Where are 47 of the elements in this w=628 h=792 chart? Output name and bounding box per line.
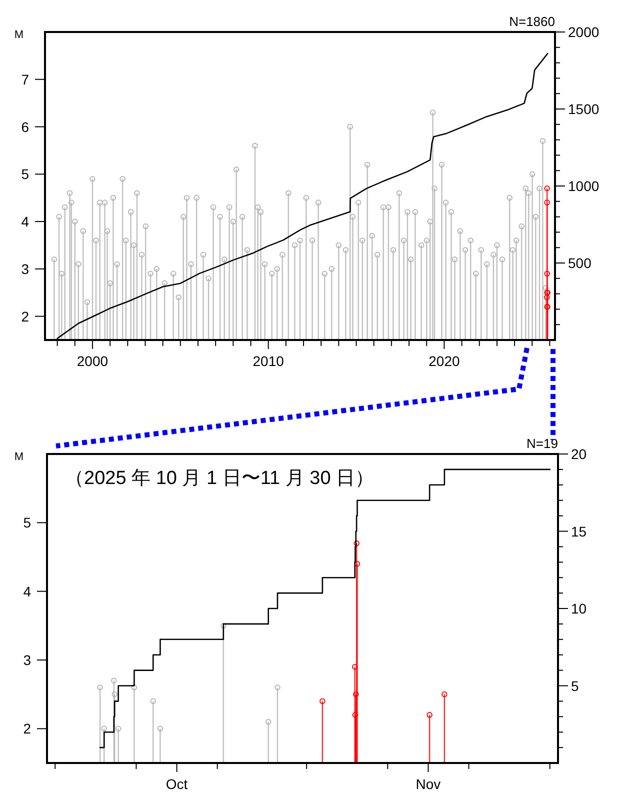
y-tick-label: 5 <box>21 166 30 182</box>
point <box>265 718 272 725</box>
y-tick-label: 2 <box>23 720 32 737</box>
y2-tick-label: 15 <box>571 523 587 540</box>
y-tick-label: 5 <box>23 514 32 531</box>
x-tick-label: 2020 <box>428 353 460 369</box>
point <box>101 726 108 732</box>
point <box>353 691 359 698</box>
point <box>426 712 432 718</box>
point <box>352 712 358 718</box>
point <box>352 664 358 670</box>
x-tick-label: Nov <box>416 776 441 792</box>
y2-tick-label: 20 <box>571 446 587 462</box>
point <box>115 726 122 732</box>
y-tick-label: 4 <box>21 214 30 230</box>
point <box>320 698 326 704</box>
point <box>150 698 156 704</box>
y-axis-title: M <box>14 451 24 463</box>
point <box>157 726 164 732</box>
y-tick-label: 3 <box>23 652 32 668</box>
annotation: （2025 年 10 月 1 日〜11 月 30 日） <box>65 468 374 489</box>
x-tick-label: 2010 <box>252 353 284 369</box>
y-axis-title: M <box>14 29 24 41</box>
point <box>354 560 360 567</box>
point <box>274 684 280 690</box>
point <box>131 684 138 690</box>
y2-tick-label: 2000 <box>568 24 600 40</box>
point <box>111 678 117 684</box>
y2-tick-label: 1500 <box>568 101 600 117</box>
y-tick-label: 3 <box>21 260 30 277</box>
y2-tick-label: 10 <box>571 600 587 616</box>
y-tick-label: 7 <box>21 71 30 88</box>
point <box>97 684 103 690</box>
text: N=1860 <box>509 14 555 29</box>
x-tick-label: 2000 <box>76 353 108 369</box>
y2-tick-label: 1000 <box>568 178 600 194</box>
y-tick-label: 2 <box>21 308 30 324</box>
y2-tick-label: 5 <box>571 678 579 694</box>
point <box>220 622 226 629</box>
point <box>112 691 118 698</box>
y-tick-label: 6 <box>21 118 30 135</box>
point <box>354 540 360 546</box>
text: N=19 <box>526 436 558 451</box>
y-tick-label: 4 <box>23 583 32 600</box>
y2-tick-label: 500 <box>568 255 592 271</box>
point <box>442 691 448 698</box>
x-tick-label: Oct <box>166 776 188 792</box>
